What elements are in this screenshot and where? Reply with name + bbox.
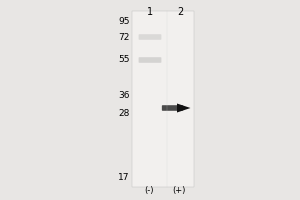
- FancyBboxPatch shape: [139, 34, 161, 40]
- Text: 17: 17: [118, 172, 130, 182]
- Text: 2: 2: [177, 7, 183, 17]
- FancyBboxPatch shape: [162, 105, 183, 111]
- FancyBboxPatch shape: [139, 57, 161, 63]
- Text: (-): (-): [144, 186, 154, 195]
- Text: 1: 1: [147, 7, 153, 17]
- Text: 95: 95: [118, 17, 130, 25]
- Polygon shape: [177, 103, 190, 112]
- Text: 55: 55: [118, 55, 130, 64]
- Text: 72: 72: [118, 32, 130, 42]
- Text: 28: 28: [118, 108, 130, 117]
- Text: 36: 36: [118, 90, 130, 99]
- FancyBboxPatch shape: [132, 11, 194, 187]
- Text: (+): (+): [172, 186, 186, 195]
